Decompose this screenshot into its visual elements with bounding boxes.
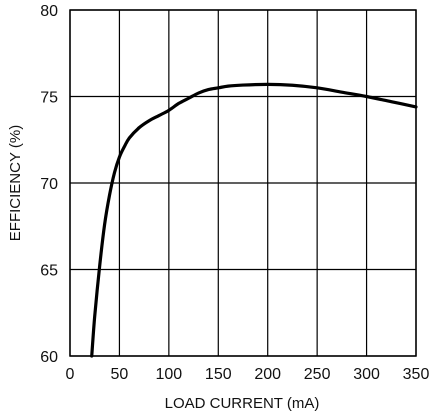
y-tick-label: 65 bbox=[40, 263, 58, 280]
x-tick-label: 50 bbox=[111, 366, 129, 383]
y-axis-title: EFFICIENCY (%) bbox=[7, 125, 24, 241]
y-tick-label: 80 bbox=[40, 3, 58, 20]
y-tick-label: 75 bbox=[40, 90, 58, 107]
x-tick-label: 150 bbox=[205, 366, 232, 383]
y-tick-label: 60 bbox=[40, 349, 58, 366]
tick-labels: 0 50 100 150 200 250 300 350 60 65 70 75 80 bbox=[40, 3, 429, 383]
plot-border bbox=[69, 9, 417, 357]
efficiency-curve bbox=[90, 82, 418, 358]
series-layer bbox=[90, 82, 418, 358]
x-axis-title: LOAD CURRENT (mA) bbox=[165, 395, 320, 412]
x-tick-label: 100 bbox=[156, 366, 183, 383]
x-tick-label: 350 bbox=[403, 366, 430, 383]
x-tick-label: 300 bbox=[353, 366, 380, 383]
x-tick-label: 200 bbox=[254, 366, 281, 383]
grid bbox=[69, 9, 417, 357]
y-tick-label: 70 bbox=[40, 176, 58, 193]
x-tick-label: 0 bbox=[66, 366, 75, 383]
x-tick-label: 250 bbox=[304, 366, 331, 383]
